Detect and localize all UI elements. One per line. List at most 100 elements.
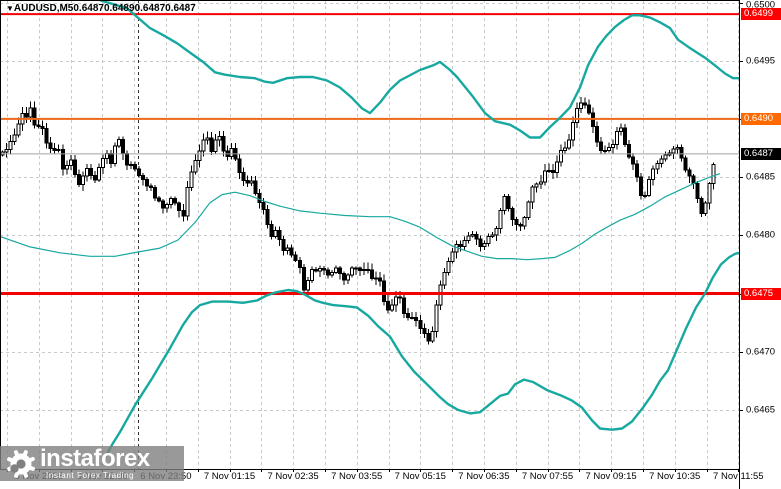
watermark: instaforex Instant Forex Trading [0,446,184,481]
candle [289,244,294,258]
symbol-dropdown-arrow: ▼ [6,3,14,13]
candle [297,256,302,274]
candle [88,164,93,180]
candle [112,142,117,167]
candle [48,137,53,153]
candle [213,133,218,154]
candle [550,163,555,180]
watermark-tagline: Instant Forex Trading [46,471,135,480]
price-axis-label: 0.6495 [746,55,776,67]
candle [92,171,97,183]
candle [510,206,515,227]
candle [623,123,628,148]
candle [165,202,170,213]
watermark-brand: instaforex [40,445,150,472]
candle [659,155,664,168]
candle [116,136,121,148]
candle [8,134,13,155]
bollinger-upper-band [99,0,739,139]
candle [418,315,423,334]
candle [64,160,69,175]
candle [458,240,463,252]
candle [699,196,704,218]
candle [683,155,688,173]
candle [607,142,612,153]
candle [526,200,531,221]
candle [530,185,535,209]
time-axis-label: 7 Nov 06:35 [458,471,510,482]
candle [245,175,250,188]
candle [221,130,226,157]
candle [137,166,142,178]
candle [558,144,563,167]
candle [285,244,290,255]
bollinger-lower-band [103,251,740,459]
candle [542,163,547,186]
candle [325,267,330,279]
candle [498,208,503,234]
candle [534,182,539,193]
candle [494,225,499,241]
candle [655,160,660,175]
price-axis-label: 0.6485 [746,171,776,183]
candle [414,312,419,327]
ohlc-close: 0.6487 [165,3,196,14]
candle [386,295,391,314]
candle [378,271,383,287]
candle [141,172,146,186]
candle [161,198,166,214]
candle [309,266,314,284]
ohlc-high: 0.6489 [103,3,135,14]
candle [12,128,17,146]
candle [470,231,475,238]
candle [145,176,150,191]
candle [265,205,270,229]
candle [301,264,306,295]
candle [358,266,363,277]
candle [446,257,451,276]
price-axis-label: 0.6465 [746,404,776,416]
candle [366,262,371,274]
candle [478,235,483,252]
candle [370,263,375,281]
candle [253,176,258,196]
candle [185,180,190,221]
candle [406,308,411,321]
price-axis-label: 0.6500 [746,0,776,11]
candle [4,142,9,158]
candle [273,226,278,239]
level-price-badge: 0.6499 [741,8,781,21]
candle [80,171,85,192]
level-price-badge: 0.6475 [741,287,781,300]
candle [153,185,158,201]
candle [374,271,379,286]
candle [611,139,616,154]
candle [100,154,105,174]
candle [474,231,479,245]
candle [695,181,700,204]
candle [205,131,210,145]
candle [293,251,298,263]
time-axis-label: 7 Nov 09:15 [585,471,637,482]
candle [586,99,591,116]
candle [197,144,202,168]
candle [538,174,543,189]
candle [36,119,41,129]
time-axis-label: 7 Nov 03:55 [331,471,383,482]
candle [486,233,491,247]
candle [24,107,29,123]
candle [249,175,254,187]
candle [599,136,604,155]
candle [595,121,600,148]
candle [149,183,154,192]
candle [341,271,346,285]
candle [68,155,73,170]
time-axis-label: 7 Nov 10:35 [649,471,701,482]
candle [177,201,182,218]
candle [189,165,194,192]
candle [566,133,571,151]
candle [193,153,198,175]
candle [181,203,186,222]
